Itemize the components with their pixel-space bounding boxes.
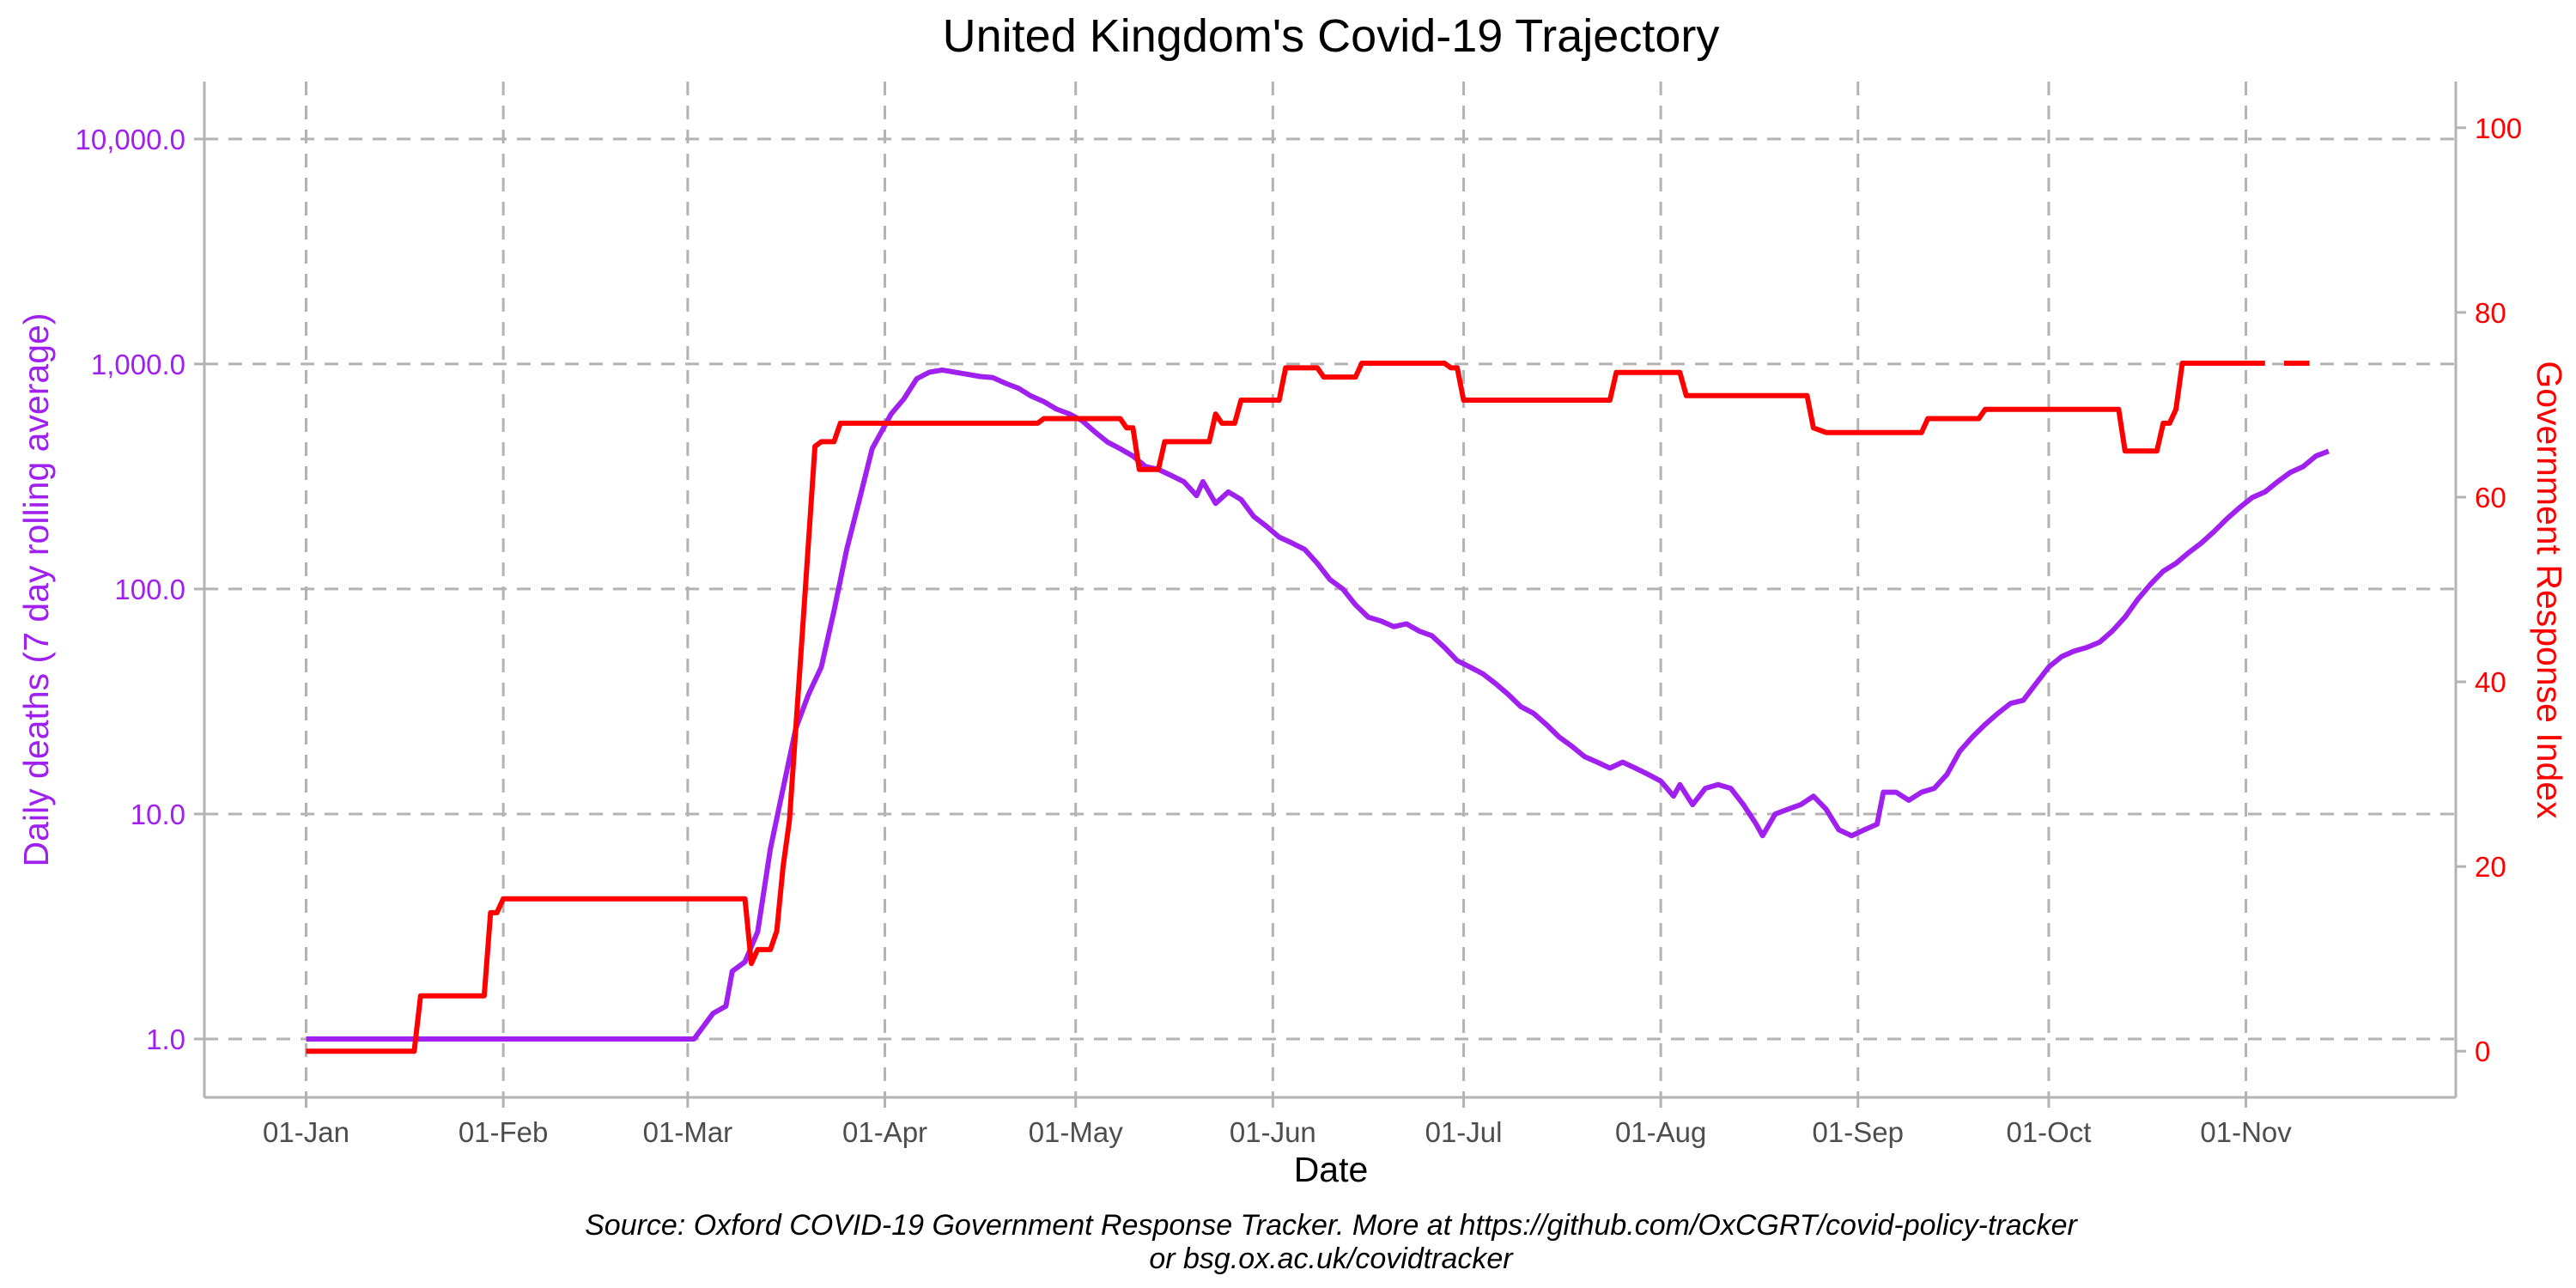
x-tick-label: 01-Apr: [842, 1116, 927, 1148]
x-tick-label: 01-Jul: [1425, 1116, 1503, 1148]
y-left-tick-label: 10,000.0: [76, 124, 185, 155]
government-response-index-line: [306, 361, 2265, 1054]
x-tick-label: 01-Jun: [1230, 1116, 1316, 1148]
y-left-tick-label: 1,000.0: [91, 349, 185, 380]
tick-labels: 1.0 10.0 100.0 1,000.0 10,000.0 0 20 40 60 80 100 0…: [76, 112, 2523, 1148]
x-tick-label: 01-Oct: [2006, 1116, 2091, 1148]
y-right-tick-label: 40: [2475, 666, 2506, 698]
grid-lines: [204, 82, 2456, 1097]
x-tick-label: 01-Sep: [1813, 1116, 1904, 1148]
x-tick-label: 01-Mar: [643, 1116, 733, 1148]
caption-line-1: Source: Oxford COVID-19 Government Respo…: [585, 1209, 2078, 1242]
chart-title: United Kingdom's Covid-19 Trajectory: [943, 10, 1720, 62]
y-left-tick-label: 10.0: [131, 799, 185, 830]
y-axis-right-label: Government Response Index: [2530, 361, 2569, 819]
x-tick-label: 01-May: [1029, 1116, 1124, 1148]
x-tick-label: 01-Nov: [2200, 1116, 2292, 1148]
x-axis-label: Date: [1294, 1150, 1369, 1189]
y-right-tick-label: 100: [2475, 112, 2522, 144]
x-tick-label: 01-Aug: [1615, 1116, 1706, 1148]
y-right-tick-label: 0: [2475, 1036, 2490, 1067]
y-left-tick-label: 1.0: [146, 1024, 185, 1055]
series-lines: [306, 361, 2330, 1054]
y-right-tick-label: 80: [2475, 297, 2506, 329]
y-axis-left-label: Daily deaths (7 day rolling average): [16, 313, 56, 867]
y-right-tick-label: 60: [2475, 482, 2506, 513]
caption-line-2: or bsg.ox.ac.uk/covidtracker: [1149, 1242, 1514, 1275]
y-right-tick-label: 20: [2475, 851, 2506, 883]
y-left-tick-label: 100.0: [114, 574, 185, 605]
daily-deaths-line: [306, 367, 2330, 1042]
x-tick-label: 01-Jan: [263, 1116, 349, 1148]
x-tick-label: 01-Feb: [459, 1116, 549, 1148]
axes: [194, 82, 2466, 1108]
